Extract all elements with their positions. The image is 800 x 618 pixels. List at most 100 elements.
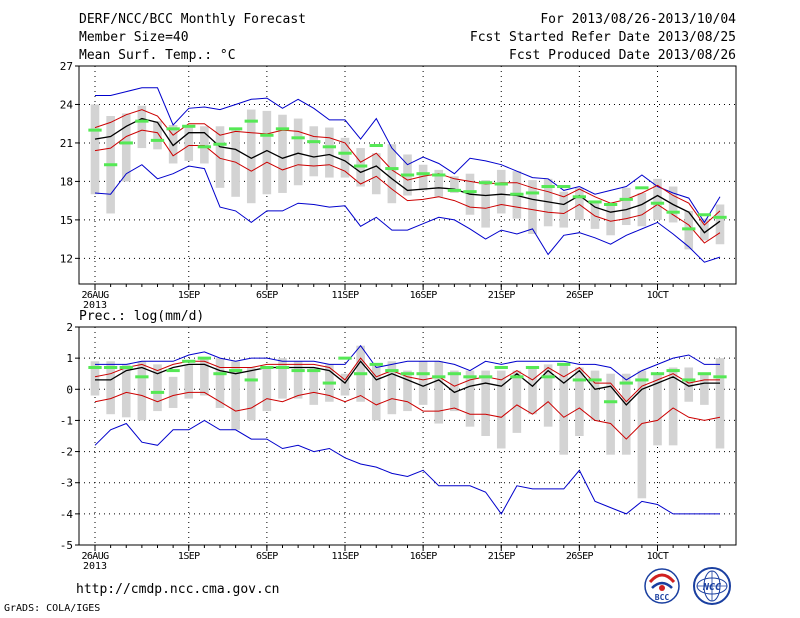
precipitation-box [512, 370, 522, 433]
precipitation-x-tick-label: 21SEP [488, 551, 516, 562]
source-url: http://cmdp.ncc.cma.gov.cn [76, 582, 280, 597]
temperature-mean-dash [385, 167, 399, 171]
temperature-x-tick-label: 26SEP [566, 290, 594, 301]
precipitation-y-tick-label: 0 [66, 383, 73, 396]
precipitation-mean-dash [369, 362, 383, 366]
temperature-y-tick-label: 24 [60, 98, 74, 111]
precipitation-box [637, 370, 647, 499]
precipitation-box [168, 376, 178, 408]
temperature-inner-high-line [94, 109, 721, 226]
temperature-mean-dash [244, 119, 258, 123]
precipitation-mean-dash [322, 381, 337, 385]
ncc-logo-text: NCC [702, 582, 721, 593]
temperature-box [418, 164, 428, 191]
precipitation-mean-dash [588, 378, 602, 382]
temperature-box [559, 191, 569, 228]
precipitation-mean-dash [557, 362, 571, 366]
temperature-box [340, 137, 350, 178]
temperature-box [528, 180, 537, 234]
precipitation-box [575, 367, 584, 436]
temperature-mean-dash [322, 145, 337, 149]
precipitation-mean-dash [228, 369, 243, 373]
temperature-x-tick-label: 6SEP [256, 290, 278, 301]
temperature-mean-dash [588, 200, 602, 204]
temperature-y-tick-label: 18 [60, 175, 73, 188]
temperature-mean-dash [557, 185, 571, 189]
precipitation-mean-dash [119, 365, 133, 369]
precipitation-box [90, 361, 100, 396]
temperature-mean-dash [478, 181, 493, 185]
precipitation-y-tick-label: 1 [66, 352, 73, 365]
temperature-mean-dash [603, 202, 618, 206]
temperature-box [168, 124, 178, 164]
temperature-box [184, 126, 194, 161]
precipitation-mean-dash [244, 378, 258, 382]
precipitation-mean-dash [400, 372, 415, 376]
precipitation-mean-dash [291, 369, 305, 373]
temperature-x-tick-label: 16SEP [410, 290, 438, 301]
temperature-box [90, 104, 100, 195]
start-date-label: Fcst Started Refer Date 2013/08/25 [469, 30, 736, 45]
precipitation-mean-dash [213, 372, 227, 376]
temperature-mean-dash [510, 192, 524, 196]
temperature-x-tick-label: 26AUG [81, 290, 109, 301]
precipitation-x-tick-label: 1SEP [178, 551, 200, 562]
temperature-mean-dash [650, 201, 665, 205]
bcc-logo-text: BCC [655, 593, 670, 602]
precipitation-mean-dash [603, 400, 618, 404]
precipitation-mean-dash [494, 365, 508, 369]
precipitation-box [153, 364, 162, 412]
precipitation-box [215, 358, 225, 408]
temperature-outer-low-line [94, 164, 721, 263]
precipitation-mean-dash [182, 359, 196, 363]
temperature-mean-dash [88, 128, 102, 132]
temperature-box [621, 187, 631, 226]
temperature-box [200, 126, 209, 164]
title-line-1: DERF/NCC/BCC Monthly Forecast [79, 12, 306, 27]
member-size-label: Member Size=40 [79, 30, 189, 45]
temperature-mean-dash [572, 195, 587, 199]
temperature-mean-dash [291, 136, 305, 140]
temperature-mean-dash [353, 164, 368, 168]
temperature-mean-dash [463, 190, 477, 194]
temperature-x-tick-label: 1SEP [178, 290, 200, 301]
temperature-mean-dash [432, 173, 446, 177]
temperature-mean-dash [166, 127, 180, 131]
precipitation-y-tick-label: -3 [60, 477, 73, 490]
temperature-mean-dash [338, 151, 352, 155]
temperature-x-tick-label: 11SEP [331, 290, 359, 301]
precipitation-mean-dash [275, 365, 290, 369]
precipitation-box [371, 364, 381, 421]
precipitation-x-tick-label: 1OCT [647, 551, 669, 562]
precipitation-box [418, 361, 428, 405]
temperature-mean-dash [119, 141, 133, 145]
temperature-y-tick-label: 21 [60, 137, 73, 150]
temperature-box [325, 127, 334, 178]
temperature-mean-dash [682, 227, 696, 231]
precipitation-box [403, 370, 412, 412]
temperature-box [121, 113, 131, 182]
precipitation-box [246, 367, 256, 421]
temperature-mean-dash [494, 182, 508, 186]
temperature-y-tick-label: 12 [60, 252, 73, 265]
temperature-mean-dash [713, 215, 727, 219]
temperature-box [231, 130, 240, 197]
temperature-mean-dash [307, 140, 321, 144]
precipitation-mean-dash [650, 372, 665, 376]
precipitation-x-tick-label: 26SEP [566, 551, 594, 562]
temperature-box [293, 118, 303, 186]
precipitation-box [340, 373, 350, 396]
temperature-mean-dash [697, 213, 712, 217]
precipitation-box [387, 361, 397, 415]
precipitation-box [231, 361, 240, 430]
precipitation-mean-dash [307, 369, 321, 373]
temperature-box [215, 126, 225, 188]
precipitation-box [293, 361, 303, 399]
precipitation-y-tick-label: -5 [60, 539, 73, 552]
precipitation-inner-low-line [94, 391, 721, 440]
temperature-box [262, 110, 272, 195]
temperature-mean-dash [275, 127, 290, 131]
temperature-box [481, 180, 490, 228]
temperature-x-tick-label: 1OCT [647, 290, 669, 301]
